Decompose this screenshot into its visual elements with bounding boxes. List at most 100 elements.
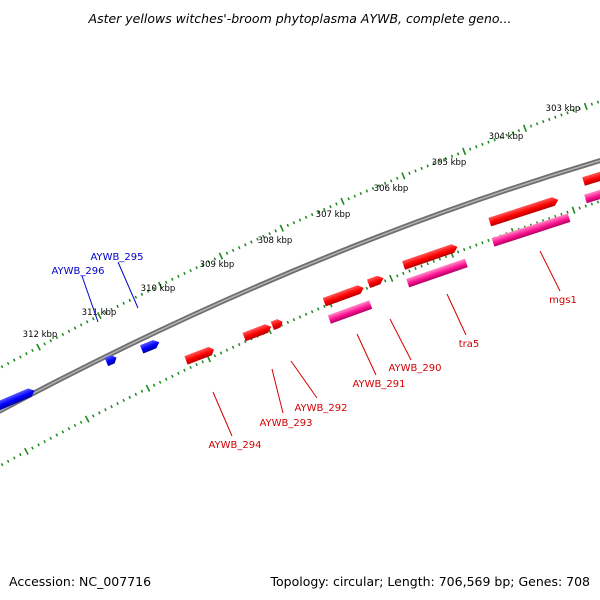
minor-tick bbox=[116, 401, 119, 406]
minor-tick bbox=[475, 243, 478, 247]
reverse-genes bbox=[184, 170, 600, 365]
minor-tick bbox=[535, 122, 539, 126]
minor-tick bbox=[310, 213, 314, 217]
major-tick bbox=[218, 252, 224, 260]
leader-line bbox=[117, 261, 139, 309]
minor-tick bbox=[414, 266, 417, 271]
gene-label[interactable]: AYWB_291 bbox=[352, 379, 405, 390]
minor-tick bbox=[37, 443, 40, 447]
minor-tick bbox=[237, 245, 241, 250]
gene-arrow[interactable] bbox=[488, 196, 559, 227]
leader-line bbox=[389, 318, 412, 361]
gene-label[interactable]: AYWB_292 bbox=[294, 403, 347, 414]
minor-tick bbox=[152, 286, 156, 290]
gene-arrow[interactable] bbox=[242, 322, 273, 342]
scale-tick-label: 307 kbp bbox=[316, 210, 351, 220]
minor-tick bbox=[110, 307, 113, 312]
minor-tick bbox=[499, 135, 502, 139]
minor-tick bbox=[481, 241, 484, 245]
minor-tick bbox=[432, 161, 435, 166]
minor-tick bbox=[323, 304, 326, 308]
major-tick bbox=[145, 384, 151, 392]
minor-tick bbox=[12, 358, 16, 362]
gene-label[interactable]: AYWB_296 bbox=[51, 266, 104, 277]
minor-tick bbox=[572, 109, 575, 113]
major-tick bbox=[36, 343, 41, 351]
minor-tick bbox=[511, 131, 515, 135]
gene-arrow[interactable] bbox=[184, 345, 215, 365]
scale-tick-label: 305 kbp bbox=[432, 158, 467, 168]
scale-tick-label: 309 kbp bbox=[200, 260, 235, 270]
rna-bar[interactable] bbox=[327, 300, 373, 324]
gene-arrow[interactable] bbox=[402, 243, 459, 270]
minor-tick bbox=[310, 310, 314, 314]
rna-bar[interactable] bbox=[491, 213, 571, 247]
minor-tick bbox=[450, 154, 454, 158]
forward-genes bbox=[0, 338, 161, 411]
leader-line bbox=[81, 275, 99, 323]
major-tick bbox=[96, 312, 102, 320]
gene-arrow[interactable] bbox=[139, 338, 161, 354]
minor-tick bbox=[250, 240, 253, 244]
gene-label-leaders bbox=[81, 250, 561, 437]
scale-tick-label: 308 kbp bbox=[258, 236, 293, 246]
minor-tick bbox=[292, 221, 296, 225]
minor-tick bbox=[55, 433, 59, 437]
gene-arrow[interactable] bbox=[366, 274, 385, 288]
minor-tick bbox=[432, 259, 435, 263]
minor-tick bbox=[408, 269, 411, 273]
minor-tick bbox=[134, 392, 138, 396]
gene-arrow[interactable] bbox=[0, 386, 36, 411]
minor-tick bbox=[43, 342, 46, 346]
gene-label[interactable]: AYWB_295 bbox=[90, 252, 143, 263]
minor-tick bbox=[371, 186, 375, 191]
scale-labels: 303 kbp 304 kbp 305 kbp 306 kbp 307 kbp 308 k… bbox=[23, 104, 581, 340]
leader-line bbox=[212, 391, 233, 437]
minor-tick bbox=[438, 159, 442, 163]
major-tick bbox=[340, 197, 345, 206]
minor-tick bbox=[590, 202, 594, 206]
minor-tick bbox=[104, 310, 107, 315]
minor-tick bbox=[475, 145, 478, 149]
minor-tick bbox=[329, 205, 332, 209]
gene-label[interactable]: AYWB_290 bbox=[388, 363, 441, 374]
minor-tick bbox=[463, 248, 466, 252]
minor-tick bbox=[262, 234, 265, 239]
gene-label[interactable]: mgs1 bbox=[549, 295, 577, 306]
minor-tick bbox=[73, 326, 77, 330]
minor-tick bbox=[49, 339, 53, 343]
minor-tick bbox=[584, 204, 587, 208]
minor-tick bbox=[566, 111, 569, 115]
minor-tick bbox=[244, 340, 247, 344]
rna-bar[interactable] bbox=[406, 258, 468, 288]
page-title: Aster yellows witches'-broom phytoplasma… bbox=[88, 11, 512, 26]
minor-tick bbox=[207, 260, 211, 264]
gene-arrow[interactable] bbox=[582, 170, 600, 186]
minor-tick bbox=[237, 342, 241, 347]
minor-tick bbox=[231, 248, 235, 253]
minor-tick bbox=[420, 166, 423, 170]
minor-tick bbox=[438, 257, 441, 261]
major-tick bbox=[279, 224, 284, 232]
gene-label[interactable]: AYWB_293 bbox=[259, 418, 312, 429]
rna-bar[interactable] bbox=[584, 188, 600, 204]
minor-tick bbox=[566, 210, 569, 214]
gene-arrow[interactable] bbox=[104, 354, 119, 367]
minor-tick bbox=[335, 202, 338, 206]
minor-tick bbox=[274, 229, 277, 233]
minor-tick bbox=[195, 266, 198, 270]
scale-tick-label: 311 kbp bbox=[82, 308, 117, 318]
gene-label[interactable]: tra5 bbox=[459, 339, 480, 350]
gene-arrow[interactable] bbox=[270, 318, 284, 330]
gene-arrow[interactable] bbox=[322, 284, 366, 307]
gene-label[interactable]: AYWB_294 bbox=[208, 440, 261, 451]
reverse-scale-ticks bbox=[0, 200, 600, 467]
minor-tick bbox=[359, 192, 362, 196]
minor-tick bbox=[122, 398, 125, 403]
minor-tick bbox=[444, 157, 448, 161]
minor-tick bbox=[390, 179, 393, 183]
minor-tick bbox=[420, 264, 423, 268]
backbone bbox=[0, 157, 600, 414]
minor-tick bbox=[140, 292, 144, 296]
